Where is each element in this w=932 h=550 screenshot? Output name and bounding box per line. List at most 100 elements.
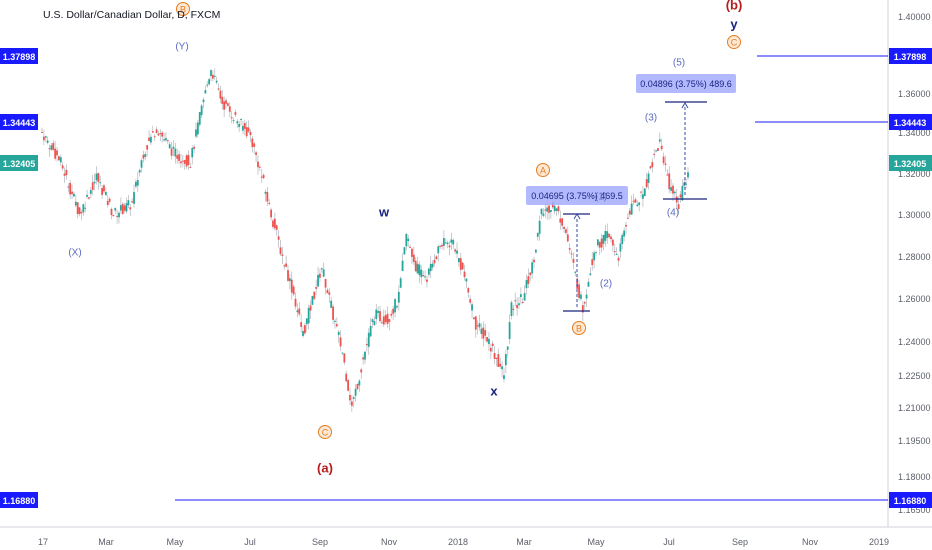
wave-label-text: B [180,5,186,15]
wave-label-text: w [378,205,390,220]
wave-label: (a) [317,461,333,476]
candle [379,305,381,324]
time-tick-label: Sep [312,537,328,547]
candle [636,200,639,207]
candle [471,301,473,319]
candle [407,234,410,248]
price-tick-label: 1.24000 [898,337,931,347]
candle [352,395,355,408]
horizontal-lines[interactable] [175,55,888,501]
last-price-label-left [0,155,38,171]
wave-label: B [176,2,190,16]
candle [317,266,319,288]
candle [589,267,592,277]
candle [574,271,577,277]
candle [566,226,569,243]
candle [202,97,205,109]
candle [499,357,502,369]
candle [114,207,117,214]
candle [467,286,470,298]
candle [638,202,641,212]
candle [279,240,282,256]
measure-box [636,74,736,93]
candle [493,345,496,364]
candle [454,248,457,255]
candle [151,125,154,133]
candle [570,250,573,259]
candle [272,218,274,230]
candle [148,130,150,142]
candle [54,141,57,161]
candle [52,140,55,152]
candle [213,68,216,80]
time-tick-label: 2019 [869,537,889,547]
candle [76,202,79,219]
candle [240,118,242,126]
candle [74,194,77,208]
wave-label-circle [318,425,332,439]
candle [544,202,547,218]
candle [170,141,173,160]
candle [41,127,43,134]
candle [649,165,652,170]
last-price-text: 1.32405 [3,159,36,169]
measure-tool[interactable]: 0.04695 (3.75%) 469.5 [526,186,628,312]
candle [463,264,466,281]
candle [106,194,109,208]
candle [358,378,361,392]
candle [315,279,318,296]
price-tick-label: 1.19500 [898,436,931,446]
time-axis[interactable]: 17 Mar May Jul Sep Nov 2018 Mar May Jul Sep Nov 2019 [38,537,889,547]
candle [281,246,284,264]
candle [399,276,402,289]
price-tick-label: 1.32000 [898,169,931,179]
candle [247,120,250,134]
candle [409,244,411,249]
candle [234,109,237,118]
candle [341,352,344,355]
wave-label: y [730,17,738,32]
candle [101,185,103,199]
candle [112,214,115,217]
candle [311,295,314,306]
candle [44,135,47,142]
candle [103,184,105,193]
candle [108,197,111,205]
candle [548,203,550,220]
candle [176,148,179,164]
candle [296,303,299,318]
candle [518,296,520,309]
candle [71,184,73,199]
candle [134,179,137,189]
candle [95,166,98,185]
candle [657,148,659,152]
candle [324,278,327,295]
candle [189,162,192,169]
candle [435,255,438,261]
candle [335,317,338,328]
measure-tool[interactable]: 0.04896 (3.75%) 489.6 [636,74,736,200]
candle [80,209,83,220]
candle [174,142,177,164]
candle [365,337,368,352]
candle [540,208,543,220]
price-tick-label: 1.16500 [898,505,931,515]
candle [459,252,462,276]
candle [418,261,421,284]
candle [497,348,500,368]
wave-label-text: (a) [317,461,333,476]
measure-box [526,186,628,205]
candle [516,297,519,316]
wave-label: w [378,205,390,220]
candle [401,253,404,272]
measure-tools[interactable]: 0.04695 (3.75%) 469.5 0.04896 (3.75%) 489… [526,74,736,312]
candle [345,370,348,383]
candle [375,303,378,325]
candle [542,208,545,218]
candle [602,234,605,251]
candle [264,189,267,202]
candle [668,166,671,194]
candle [228,102,231,118]
candle [658,132,661,144]
